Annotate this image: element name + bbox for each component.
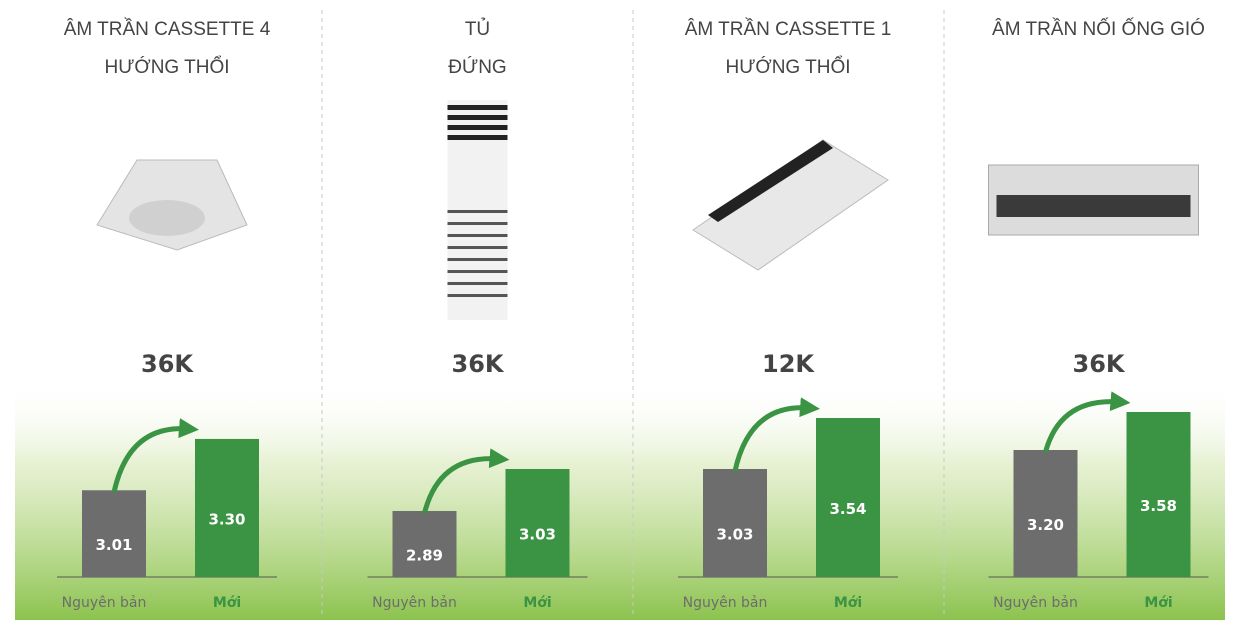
trend-arrow [1043,391,1131,453]
bar [1013,450,1078,577]
value-label: 3.58 [1140,497,1177,515]
value-label: 3.03 [519,526,556,544]
x-tick-label: Nguyên bản [683,595,768,611]
value-label: 3.30 [208,510,245,528]
product-image [447,125,508,130]
chart-title: ĐỨNG [448,56,506,78]
product-image [447,222,508,225]
x-tick-label: Nguyên bản [993,595,1078,611]
product-image [447,294,508,297]
product-image [447,282,508,285]
chart-title: HƯỚNG THỔI [104,56,229,78]
bar [82,490,146,577]
product-image [447,258,508,261]
x-tick-label: Mới [523,595,551,611]
value-label: 3.03 [716,526,753,544]
trend-arrow [111,418,199,493]
product-image [447,210,508,213]
value-label: 3.20 [1027,516,1064,534]
x-tick-label: Mới [1144,595,1172,611]
product-image [447,135,508,140]
product-image [447,115,508,120]
chart-title: TỦ [465,18,490,40]
product-image [708,140,833,222]
product-image [447,234,508,237]
trend-arrow [422,448,510,514]
capacity-label: 36K [1073,350,1126,378]
x-tick-label: Nguyên bản [372,595,457,611]
x-tick-label: Mới [834,595,862,611]
x-tick-label: Nguyên bản [62,595,147,611]
trend-arrow [732,397,820,472]
bar [392,511,457,577]
capacity-label: 12K [762,350,815,378]
chart-title: ÂM TRẦN CASSETTE 1 [685,18,892,40]
capacity-label: 36K [141,350,194,378]
value-label: 2.89 [406,547,443,565]
product-image [447,270,508,273]
value-label: 3.54 [829,500,866,518]
bar [505,469,570,577]
bar [816,418,880,577]
product-image [692,139,889,271]
bar [195,438,259,577]
chart-title: HƯỚNG THỔI [725,56,850,78]
chart-title: ÂM TRẦN NỐI ỐNG GIÓ [992,18,1205,40]
x-tick-label: Mới [213,595,241,611]
separators [321,10,945,615]
product-image [996,195,1191,217]
product-image [129,200,205,236]
product-image [447,105,508,110]
bar [1126,412,1191,577]
product-image [447,246,508,249]
bar [703,469,767,577]
chart-title: ÂM TRẦN CASSETTE 4 [64,18,271,40]
value-label: 3.01 [95,536,132,554]
capacity-label: 36K [452,350,505,378]
